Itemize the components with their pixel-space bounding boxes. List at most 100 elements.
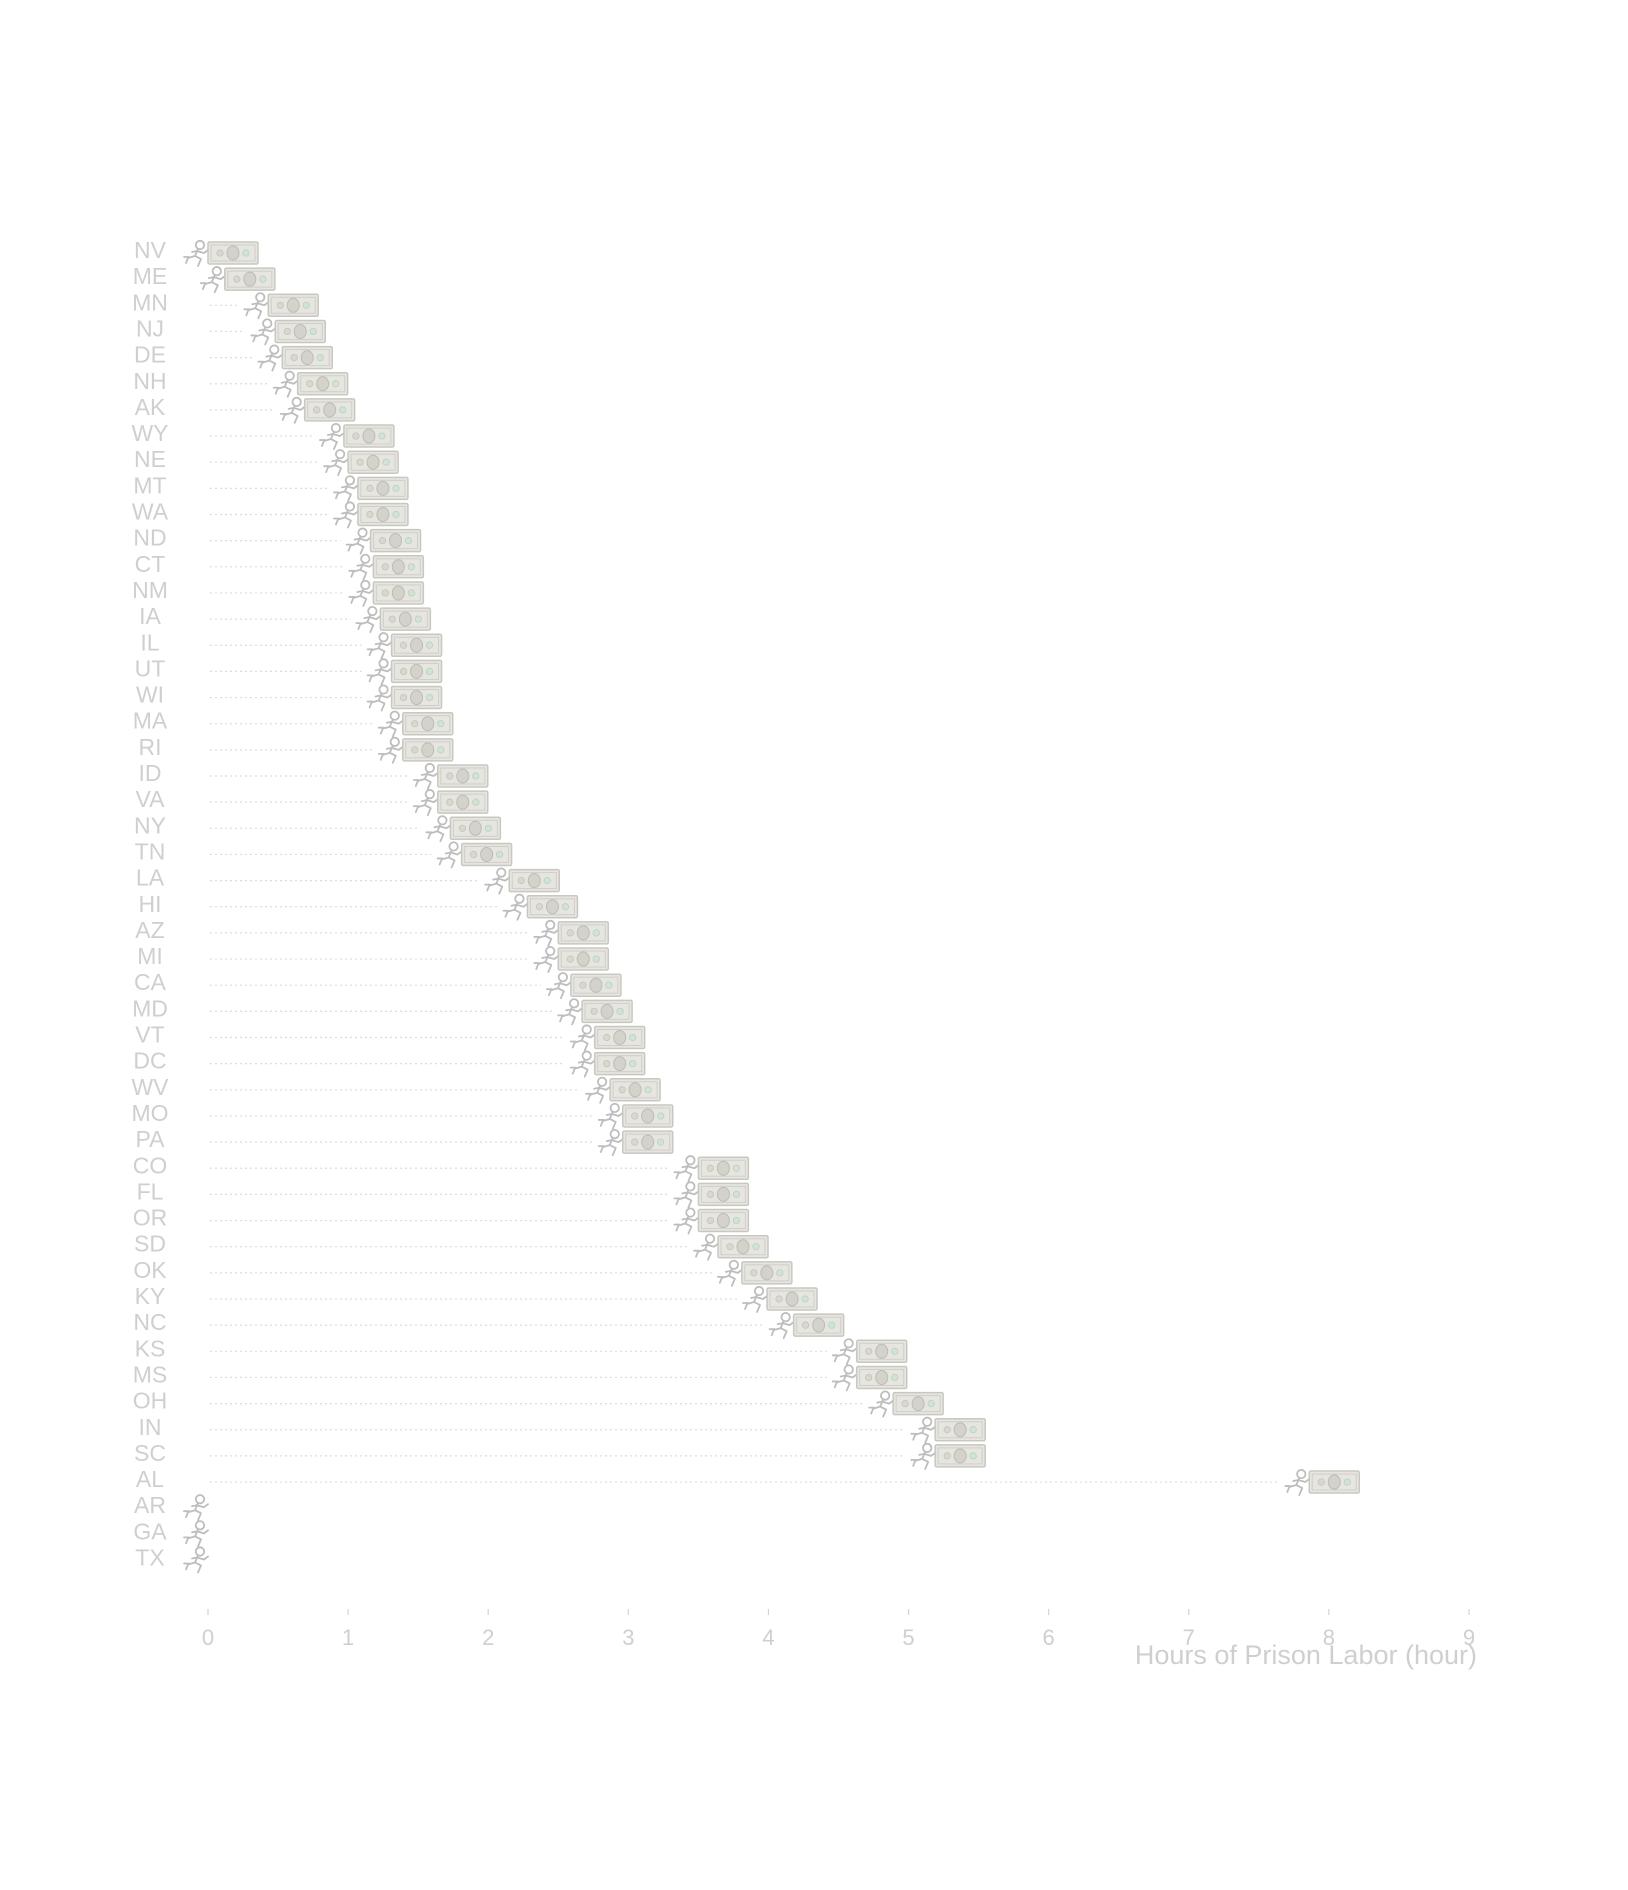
dollar-bill-icon	[508, 868, 560, 893]
running-person-icon	[742, 1285, 768, 1313]
dollar-bill-icon	[934, 1444, 986, 1468]
dollar-bill-icon	[460, 842, 513, 867]
running-person-icon	[693, 1233, 719, 1261]
running-person-icon	[1284, 1468, 1311, 1496]
chart-row: NV	[134, 237, 259, 267]
running-person-icon	[323, 449, 350, 477]
dollar-bill-icon	[390, 633, 443, 657]
dollar-bill-icon	[296, 372, 349, 396]
running-person-icon	[183, 1546, 209, 1574]
running-person-icon	[345, 527, 372, 555]
category-label: WY	[131, 420, 168, 446]
category-label: KY	[135, 1283, 166, 1309]
dollar-bill-icon	[437, 790, 489, 814]
chart-row: DC	[133, 1048, 646, 1078]
dollar-bill-icon	[224, 267, 276, 291]
chart-row: SC	[134, 1440, 986, 1470]
category-label: TN	[135, 838, 166, 864]
chart-row: DE	[134, 342, 334, 372]
running-person-icon	[257, 344, 284, 372]
category-label: MO	[131, 1100, 168, 1126]
running-person-icon	[348, 579, 375, 607]
chart-row: KY	[135, 1283, 818, 1313]
x-tick-label: 2	[482, 1625, 494, 1650]
x-tick-label: 8	[1323, 1625, 1335, 1650]
category-label: WI	[136, 682, 164, 708]
category-label: UT	[135, 655, 166, 681]
chart-row: PA	[136, 1126, 674, 1156]
category-label: AL	[136, 1466, 164, 1492]
running-person-icon	[348, 553, 375, 581]
category-label: SC	[134, 1440, 166, 1466]
dollar-bill-icon	[892, 1391, 944, 1416]
chart-row: OK	[133, 1257, 793, 1287]
x-tick-label: 1	[342, 1625, 354, 1650]
chart-row: MS	[133, 1361, 908, 1392]
category-label: ME	[133, 263, 168, 289]
dollar-bill-icon	[766, 1287, 818, 1311]
running-person-icon	[250, 318, 277, 346]
running-person-icon	[569, 1050, 596, 1078]
category-label: NY	[134, 812, 166, 838]
running-person-icon	[436, 841, 463, 869]
chart-row: NY	[134, 812, 502, 843]
running-person-icon	[868, 1390, 895, 1418]
chart-row: ID	[139, 760, 489, 790]
category-label: NM	[132, 577, 168, 603]
dollar-bill-icon	[402, 711, 454, 736]
dollar-bill-icon	[741, 1261, 793, 1285]
running-person-icon	[910, 1442, 937, 1470]
dollar-bill-icon	[303, 398, 356, 422]
chart-row: NC	[133, 1309, 845, 1340]
running-person-icon	[569, 1024, 596, 1052]
chart-row: NJ	[136, 315, 327, 346]
dollar-bill-icon	[372, 581, 425, 605]
dollar-bill-icon	[274, 319, 327, 344]
dollar-bill-icon	[855, 1339, 908, 1364]
x-tick-label: 9	[1463, 1625, 1475, 1650]
chart-row: WY	[131, 420, 395, 450]
category-label: TX	[135, 1545, 164, 1571]
x-axis: 0 1 2 3 4 5 6 7 8 9	[202, 1609, 1475, 1650]
chart-row: MT	[133, 472, 409, 503]
category-label: NE	[134, 446, 166, 472]
chart-row: NH	[133, 368, 349, 398]
category-label: HI	[139, 891, 162, 917]
chart-row: NE	[134, 446, 399, 477]
dollar-bill-icon	[557, 947, 610, 971]
running-person-icon	[831, 1338, 858, 1366]
chart-row: OH	[133, 1388, 944, 1418]
chart-row: SD	[134, 1231, 769, 1261]
category-label: IN	[139, 1414, 162, 1440]
category-label: WV	[131, 1074, 169, 1100]
dollar-bill-icon	[609, 1078, 661, 1102]
dollar-bill-icon	[207, 241, 259, 265]
running-person-icon	[545, 972, 572, 1000]
dollar-bill-icon	[390, 685, 443, 710]
chart-row: KS	[135, 1335, 908, 1366]
running-person-icon	[272, 370, 299, 398]
running-person-icon	[502, 893, 529, 921]
running-person-icon	[585, 1076, 612, 1104]
running-person-icon	[831, 1364, 858, 1392]
dollar-bill-icon	[1308, 1470, 1361, 1494]
chart-row: MD	[132, 995, 633, 1026]
chart-row: GA	[133, 1518, 209, 1548]
running-person-icon	[673, 1207, 700, 1235]
dollar-bill-icon	[526, 895, 579, 919]
category-label: MA	[133, 708, 168, 734]
chart-row: MN	[132, 289, 319, 320]
category-label: AZ	[135, 917, 164, 943]
x-tick-label: 7	[1183, 1625, 1195, 1650]
running-person-icon	[366, 632, 393, 660]
chart-row: IA	[139, 603, 432, 633]
category-label: CT	[135, 551, 166, 577]
running-person-icon	[183, 239, 209, 267]
chart-row: LA	[136, 865, 560, 895]
running-person-icon	[199, 266, 226, 294]
running-person-icon	[333, 475, 359, 503]
running-person-icon	[366, 658, 393, 686]
category-label: ND	[133, 525, 166, 551]
category-label: SD	[134, 1231, 166, 1257]
